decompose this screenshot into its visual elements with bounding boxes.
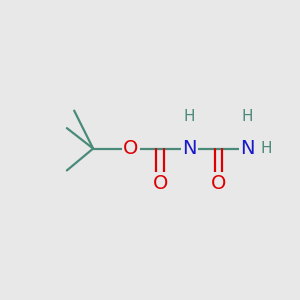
Text: N: N bbox=[241, 139, 255, 158]
Text: H: H bbox=[261, 141, 272, 156]
Text: N: N bbox=[182, 139, 196, 158]
Text: O: O bbox=[152, 174, 168, 193]
Text: O: O bbox=[123, 139, 139, 158]
Text: O: O bbox=[211, 174, 226, 193]
Text: H: H bbox=[184, 109, 195, 124]
Text: H: H bbox=[242, 109, 254, 124]
